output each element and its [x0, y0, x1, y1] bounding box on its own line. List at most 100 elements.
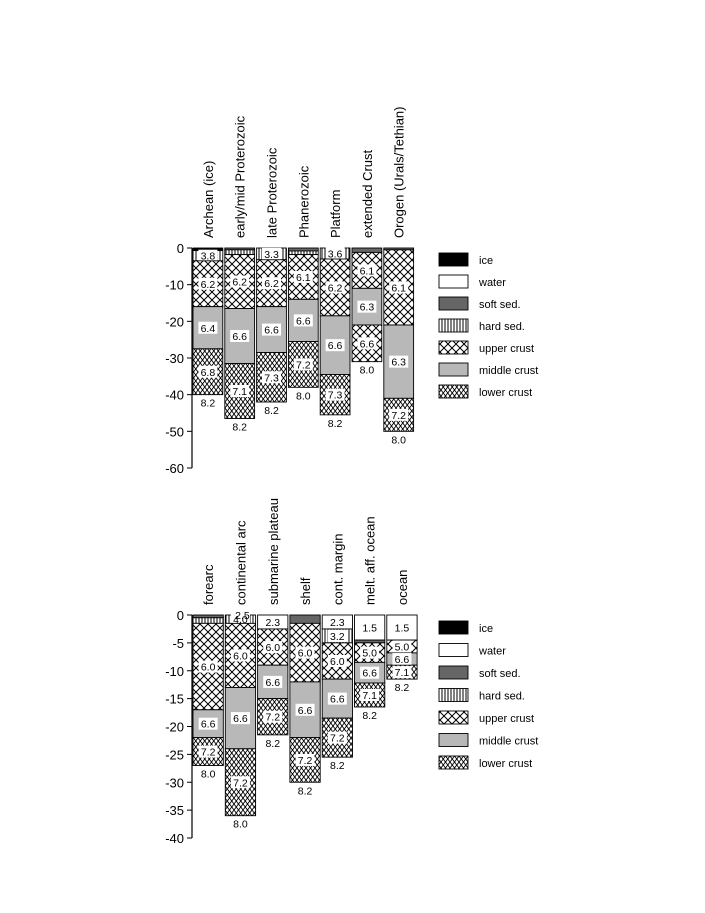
- column-extended-crust: 6.1 6.3 6.6 8.0 extended Crust: [351, 149, 383, 377]
- mantle-velocity-label: 8.0: [360, 365, 375, 377]
- panel-2: 0 -5 -10 -15 -20 -25 -30 -35 -40 6.0 6.6 7.2 8.0 fore…: [165, 498, 538, 846]
- legend-swatch-middle-crust: [438, 733, 469, 747]
- column-phanerozoic: 6.1 6.6 7.2 8.0 Phanerozoic: [287, 165, 319, 402]
- legend-label: middle crust: [479, 365, 538, 377]
- velocity-label-bg: [198, 321, 218, 334]
- layer-upper-crust: [351, 251, 383, 289]
- mantle-velocity-label: 8.2: [264, 405, 279, 417]
- velocity-label-bg: [293, 270, 313, 283]
- mantle-velocity-label: 8.2: [232, 422, 247, 434]
- velocity-label-bg: [293, 314, 313, 327]
- velocity-label: 6.3: [360, 302, 375, 314]
- velocity-label: 3.3: [264, 249, 279, 261]
- velocity-label-top: 2.5: [235, 610, 250, 622]
- legend-label: soft sed.: [479, 668, 521, 680]
- velocity-label-bg: [389, 408, 409, 421]
- layer-soft-sed: [351, 247, 383, 253]
- legend-swatch-upper-crust: [438, 340, 469, 355]
- y-tick-label: -50: [165, 424, 184, 439]
- velocity-label: 6.0: [233, 650, 248, 662]
- velocity-label: 6.6: [360, 338, 375, 350]
- velocity-label: 6.0: [265, 642, 280, 654]
- layer-hard-sed: [224, 249, 256, 256]
- velocity-label-bg: [360, 666, 380, 679]
- column-name: submarine plateau: [266, 498, 281, 605]
- y-tick-label: -20: [165, 314, 184, 329]
- velocity-label: 7.1: [232, 386, 247, 398]
- legend-label: water: [478, 277, 506, 289]
- velocity-label: 7.2: [265, 712, 280, 724]
- mantle-velocity-label: 8.0: [391, 434, 406, 446]
- legend-label: upper crust: [479, 343, 534, 355]
- mantle-velocity-label: 8.2: [395, 682, 410, 694]
- velocity-label-bg: [230, 776, 250, 789]
- velocity-label: 6.1: [296, 272, 311, 284]
- layer-upper-crust: [319, 258, 351, 317]
- velocity-label: 6.0: [298, 648, 313, 660]
- mantle-velocity-label: 8.0: [296, 390, 311, 402]
- legend-swatch-soft-sed: [438, 296, 469, 311]
- velocity-label-bg: [327, 692, 347, 705]
- y-tick-label: -25: [165, 747, 184, 762]
- velocity-label-bg: [293, 358, 313, 371]
- velocity-label: 3.6: [328, 249, 343, 261]
- velocity-label-bg: [263, 641, 283, 654]
- velocity-label: 6.6: [264, 325, 279, 337]
- layer-soft-sed: [289, 614, 321, 624]
- y-tick-label: -5: [172, 636, 184, 651]
- velocity-label: 3.8: [201, 251, 216, 263]
- y-tick-label: -35: [165, 803, 184, 818]
- velocity-label-bg: [198, 660, 218, 673]
- velocity-label-bg: [230, 613, 250, 626]
- column-name: continental arc: [233, 520, 248, 605]
- velocity-label-bg: [357, 300, 377, 313]
- velocity-label: 7.1: [395, 667, 410, 679]
- velocity-label: 7.2: [296, 359, 311, 371]
- y-tick-label: 0: [177, 608, 184, 623]
- legend-label: soft sed.: [479, 299, 521, 311]
- velocity-label-bg: [262, 323, 281, 336]
- velocity-label: 6.6: [201, 719, 216, 731]
- velocity-label: 6.6: [328, 340, 343, 352]
- velocity-label-bg: [230, 275, 250, 288]
- velocity-label: 6.6: [296, 315, 311, 327]
- legend-label: ice: [479, 255, 493, 267]
- velocity-label-bg: [230, 649, 250, 662]
- velocity-label: 6.6: [298, 705, 313, 717]
- layer-hard-sed: [192, 617, 224, 624]
- legend-label: lower crust: [479, 387, 532, 399]
- column-name: Phanerozoic: [296, 165, 311, 238]
- legend-label: hard sed.: [479, 321, 525, 333]
- y-tick-label: -40: [165, 831, 184, 846]
- velocity-label-bg: [392, 653, 412, 666]
- velocity-label-bg: [198, 277, 218, 290]
- y-tick-label: -10: [165, 278, 184, 293]
- column-late-proterozoic: 3.3 6.2 6.6 7.3 8.2 late Proterozoic: [256, 147, 287, 417]
- velocity-label-bg: [263, 710, 283, 723]
- legend-label: middle crust: [479, 736, 538, 748]
- velocity-label: 2.3: [265, 617, 280, 629]
- legend-panel-1: ice water soft sed. hard sed. upper crust mid…: [438, 252, 538, 399]
- velocity-label: 2.3: [330, 617, 345, 629]
- velocity-label-bg: [198, 365, 218, 378]
- column-early-mid-proterozoic: 6.2 6.6 7.1 8.2 early/mid Proterozoic: [224, 115, 256, 434]
- velocity-label-bg: [295, 753, 315, 766]
- velocity-label: 7.2: [298, 755, 313, 767]
- legend-label: water: [478, 646, 506, 658]
- legend-swatch-hard-sed: [438, 688, 469, 702]
- mantle-velocity-label: 8.2: [201, 398, 216, 410]
- legend-swatch-water: [438, 643, 469, 657]
- mantle-velocity-label: 8.2: [330, 760, 345, 772]
- velocity-label: 6.6: [232, 331, 247, 343]
- legend-panel-2: ice water soft sed. hard sed. upper crust mid…: [438, 620, 538, 770]
- legend-swatch-soft-sed: [438, 665, 469, 680]
- column-name: Platform: [328, 190, 343, 238]
- velocity-label: 6.2: [264, 278, 279, 290]
- column-name: Archean (ice): [201, 161, 216, 238]
- velocity-label: 7.2: [330, 733, 345, 745]
- velocity-label: 3.2: [330, 631, 345, 643]
- column-archean-ice: 3.8 6.2 6.4 6.8 8.2 Archean (ice): [192, 161, 224, 410]
- velocity-label-bg: [327, 629, 347, 642]
